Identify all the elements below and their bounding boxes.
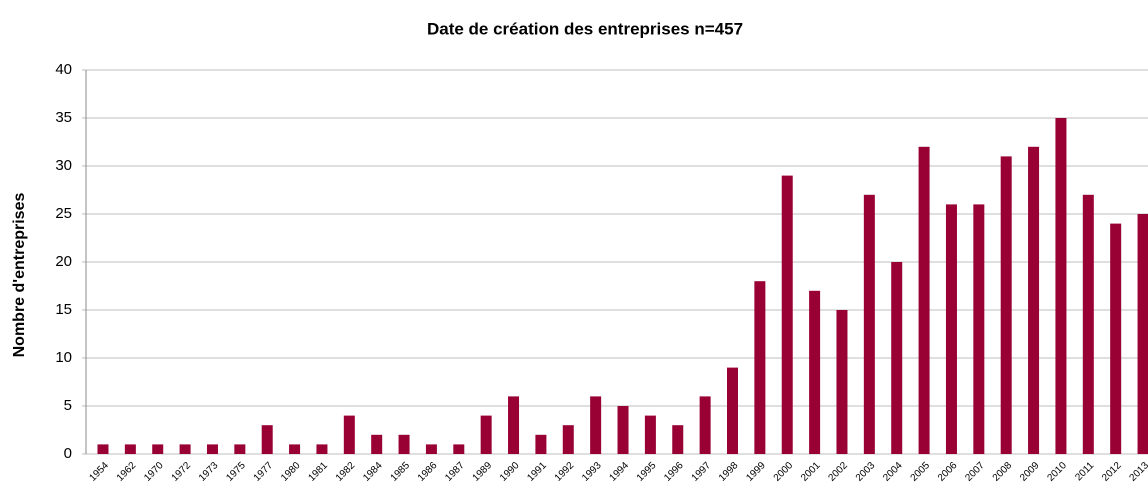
y-tick-label: 25 [55, 205, 72, 222]
bar [1137, 214, 1148, 454]
bar [918, 146, 930, 455]
chart-title: Date de création des entreprises n=457 [427, 19, 743, 38]
bar [781, 175, 793, 454]
bar [1000, 156, 1012, 454]
x-tick-label: 2012 [1100, 460, 1124, 484]
bar [836, 310, 848, 454]
bar [425, 444, 437, 454]
bar [480, 415, 492, 454]
bar [672, 425, 684, 454]
bar [973, 204, 985, 454]
bar [179, 444, 191, 454]
bar [124, 444, 136, 454]
bar [97, 444, 109, 454]
x-tick-label: 1999 [744, 460, 768, 484]
bar [206, 444, 218, 454]
y-axis-label: Nombre d'entreprises [11, 193, 28, 358]
x-tick-label: 1954 [87, 460, 111, 484]
x-tick-label: 1975 [224, 460, 248, 484]
bar [726, 367, 738, 454]
bar [809, 290, 821, 454]
y-tick-label: 10 [55, 349, 72, 366]
x-tick-label: 1977 [252, 460, 276, 484]
y-tick-label: 5 [64, 397, 72, 414]
bar [863, 194, 875, 455]
x-tick-label: 2001 [799, 460, 823, 484]
x-tick-label: 2013 [1128, 460, 1148, 484]
x-tick-label: 1998 [717, 460, 741, 484]
bar [508, 396, 520, 454]
bar [617, 406, 629, 454]
x-tick-label: 1984 [361, 460, 385, 484]
x-tick-label: 2000 [772, 460, 796, 484]
bar [289, 444, 301, 454]
x-tick-label: 1991 [525, 460, 549, 484]
x-tick-label: 1987 [443, 460, 467, 484]
bar [945, 204, 957, 454]
x-tick-label: 1990 [498, 460, 522, 484]
x-tick-label: 1997 [690, 460, 714, 484]
x-tick-label: 1973 [197, 460, 221, 484]
bar [371, 434, 383, 454]
x-tick-label: 1972 [170, 460, 194, 484]
bar [152, 444, 164, 454]
bar [562, 425, 574, 454]
x-tick-label: 1996 [662, 460, 686, 484]
bar [453, 444, 465, 454]
bar [1028, 146, 1040, 455]
bar [343, 415, 355, 454]
x-tick-label: 1962 [115, 460, 139, 484]
x-tick-label: 2006 [936, 460, 960, 484]
bar [316, 444, 328, 454]
bar [590, 396, 602, 454]
x-tick-label: 1982 [334, 460, 358, 484]
x-tick-label: 2005 [909, 460, 933, 484]
y-tick-label: 30 [55, 157, 72, 174]
x-tick-label: 2008 [991, 460, 1015, 484]
x-tick-label: 2010 [1045, 460, 1069, 484]
y-tick-label: 15 [55, 301, 72, 318]
bar [891, 262, 903, 454]
bar [234, 444, 246, 454]
y-tick-label: 20 [55, 253, 72, 270]
x-tick-label: 1980 [279, 460, 303, 484]
bar [699, 396, 711, 454]
bar [754, 281, 766, 454]
y-tick-label: 0 [64, 445, 72, 462]
bar [261, 425, 273, 454]
x-tick-label: 1993 [580, 460, 604, 484]
bar [1082, 194, 1094, 455]
y-tick-label: 35 [55, 109, 72, 126]
x-tick-label: 1970 [142, 460, 166, 484]
x-tick-label: 2004 [881, 460, 905, 484]
x-tick-label: 1995 [635, 460, 659, 484]
x-tick-label: 1992 [553, 460, 577, 484]
x-tick-label: 1986 [416, 460, 440, 484]
bar [1110, 223, 1122, 454]
x-tick-label: 2011 [1073, 460, 1096, 483]
x-tick-label: 2007 [963, 460, 987, 484]
x-tick-label: 2009 [1018, 460, 1042, 484]
x-tick-label: 2002 [826, 460, 850, 484]
x-tick-label: 1994 [607, 460, 631, 484]
bar [644, 415, 656, 454]
x-tick-label: 1985 [389, 460, 413, 484]
x-tick-label: 1989 [471, 460, 495, 484]
bar [535, 434, 547, 454]
y-tick-label: 40 [55, 61, 72, 78]
x-tick-label: 1981 [306, 460, 330, 484]
x-tick-label: 2003 [854, 460, 878, 484]
bar [1055, 118, 1067, 454]
bar [398, 434, 410, 454]
